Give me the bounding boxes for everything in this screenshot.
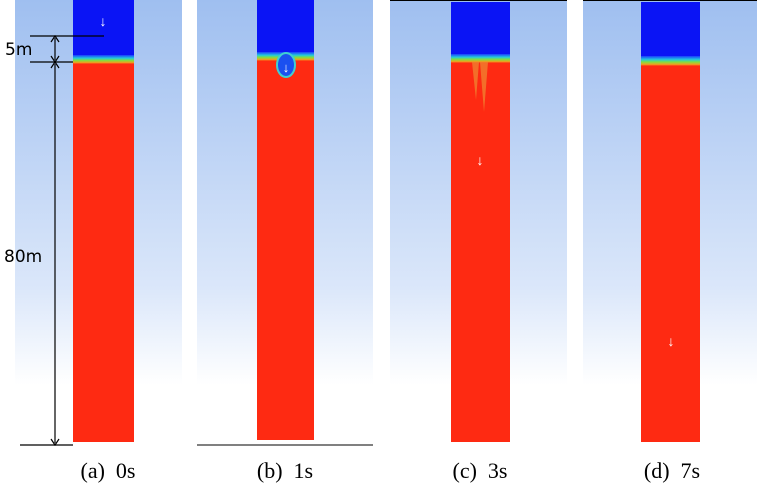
liquid-column <box>73 62 134 442</box>
arrow-icon: ↓ <box>668 335 675 350</box>
dimension-lines <box>20 34 104 447</box>
panel-label: (b) 1s <box>257 458 313 483</box>
interface <box>73 55 134 64</box>
top-liquid <box>257 0 314 55</box>
top-liquid <box>451 2 510 57</box>
panel-b: ↓ (b) 1s <box>197 0 373 483</box>
panel-label: (c) 3s <box>453 458 508 483</box>
top-liquid <box>641 2 700 59</box>
panel-d: ↓ (d) 7s <box>583 0 757 483</box>
panel-a: ↓ 5m 80m (a) 0s <box>4 0 182 483</box>
panel-c: ↓ (c) 3s <box>390 0 567 483</box>
panel-label: (a) 0s <box>81 458 136 483</box>
dimension-label: 5m <box>5 40 32 60</box>
liquid-column <box>451 60 510 442</box>
panel-label: (d) 7s <box>644 458 700 483</box>
liquid-column <box>257 58 314 440</box>
top-liquid <box>73 0 134 58</box>
arrow-icon: ↓ <box>283 60 290 75</box>
interface <box>451 54 510 63</box>
arrow-icon: ↓ <box>477 154 484 169</box>
plume <box>472 62 488 112</box>
interface <box>641 56 700 66</box>
arrow-icon: ↓ <box>100 15 107 30</box>
dimension-label: 80m <box>4 247 42 267</box>
liquid-column <box>641 62 700 442</box>
plume <box>276 52 296 78</box>
